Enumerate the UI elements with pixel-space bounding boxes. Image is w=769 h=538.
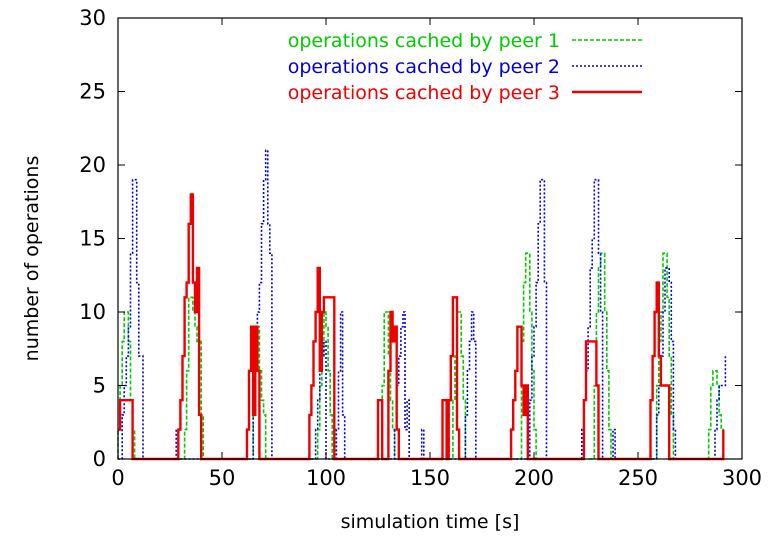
x-tick-label: 150: [410, 466, 450, 490]
legend-label-peer-2: operations cached by peer 2: [288, 56, 560, 78]
x-tick-label: 0: [111, 466, 124, 490]
y-tick-label: 30: [79, 6, 106, 30]
y-tick-label: 5: [93, 374, 106, 398]
series-line-peer-3: [118, 193, 725, 461]
y-tick-label: 0: [93, 447, 106, 471]
y-tick-label: 25: [79, 80, 106, 104]
x-axis-label: simulation time [s]: [341, 511, 520, 533]
legend-label-peer-1: operations cached by peer 1: [288, 30, 560, 52]
x-tick-label: 250: [618, 466, 658, 490]
y-tick-label: 15: [79, 227, 106, 251]
series-line-peer-2: [118, 149, 727, 460]
series-line-peer-1: [117, 252, 725, 460]
legend-label-peer-3: operations cached by peer 3: [288, 82, 560, 104]
y-axis-label: number of operations: [21, 156, 43, 362]
ticks-layer: 0 50 100 150 200 250 300 0 5 10 15 20 25 30: [79, 6, 762, 490]
x-tick-label: 50: [209, 466, 236, 490]
y-tick-label: 20: [79, 153, 106, 177]
series-layer: [117, 149, 727, 461]
legend: operations cached by peer 1 operations ca…: [288, 30, 642, 104]
y-tick-label: 10: [79, 300, 106, 324]
x-tick-label: 100: [306, 466, 346, 490]
x-tick-label: 300: [722, 466, 762, 490]
x-tick-label: 200: [514, 466, 554, 490]
